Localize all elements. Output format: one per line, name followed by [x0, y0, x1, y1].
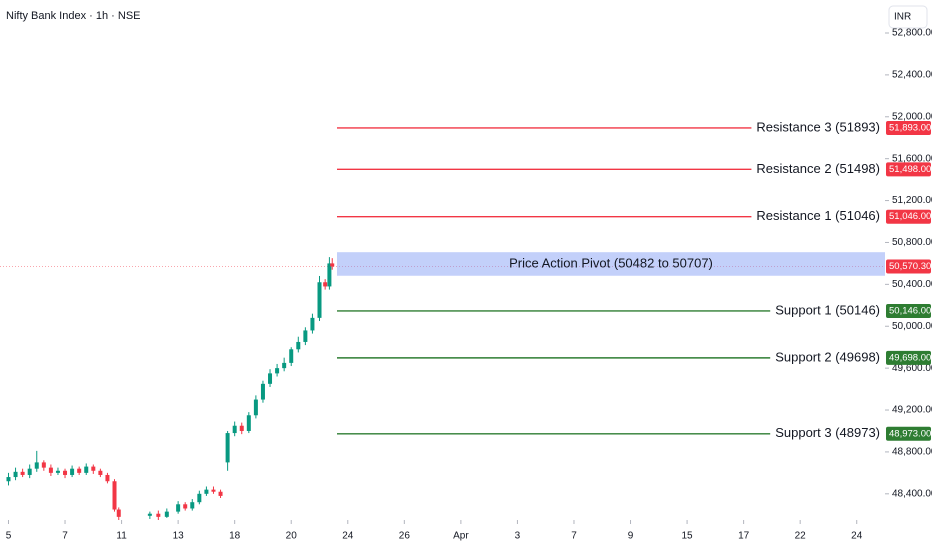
level-label: Support 2 (49698)	[775, 349, 880, 364]
level-price-tag-label: 48,973.00	[889, 428, 931, 439]
x-tick-label: 11	[116, 531, 127, 542]
candle-body	[27, 468, 32, 475]
candle-body	[327, 263, 332, 287]
level-price-tag-label: 51,046.00	[889, 211, 931, 222]
candle-body	[70, 468, 75, 475]
y-tick-label: 50,000.00	[892, 321, 932, 332]
y-tick-label: 52,000.00	[892, 111, 932, 122]
x-tick-label: 15	[682, 531, 694, 542]
currency-button[interactable]	[888, 5, 928, 29]
candle-body	[13, 471, 18, 478]
candle-body	[6, 477, 11, 482]
candle-body	[197, 493, 202, 503]
candle-body	[330, 263, 335, 267]
candle-body	[84, 466, 89, 473]
candle-body	[268, 373, 273, 384]
candle-body	[225, 433, 230, 463]
y-tick-label: 48,800.00	[892, 447, 932, 458]
pivot-zone-label: Price Action Pivot (50482 to 50707)	[509, 255, 713, 270]
level-price-tag-label: 50,146.00	[889, 305, 931, 316]
candle-body	[34, 462, 39, 469]
x-tick-label: 13	[173, 531, 185, 542]
candle-body	[204, 489, 209, 494]
x-tick-label: 7	[62, 531, 68, 542]
level-price-tag-label: 49,698.00	[889, 352, 931, 363]
level-price-tag	[886, 209, 931, 224]
level-price-tag	[886, 350, 931, 365]
candle-body	[317, 282, 322, 318]
candle-body	[55, 470, 60, 473]
level-label: Support 3 (48973)	[775, 425, 880, 440]
candle-body	[246, 415, 251, 431]
x-tick-label: 22	[795, 531, 807, 542]
level-price-tag	[886, 426, 931, 441]
candle-body	[98, 470, 103, 475]
level-price-tag-label: 51,498.00	[889, 164, 931, 175]
level-label: Support 1 (50146)	[775, 302, 880, 317]
x-tick-label: 3	[515, 531, 521, 542]
y-tick-label: 51,200.00	[892, 195, 932, 206]
x-tick-label: 20	[286, 531, 298, 542]
candle-body	[77, 468, 82, 473]
x-tick-label: 7	[571, 531, 577, 542]
level-price-tag	[886, 120, 931, 135]
candle-body	[116, 509, 121, 517]
candle-body	[164, 511, 169, 517]
y-tick-label: 49,600.00	[892, 363, 932, 374]
candle-body	[275, 368, 280, 374]
y-tick-label: 52,400.00	[892, 70, 932, 81]
x-tick-label: 18	[229, 531, 241, 542]
y-tick-label: 50,800.00	[892, 237, 932, 248]
candle-body	[282, 362, 287, 369]
candle-body	[289, 349, 294, 363]
last-price-tag-label: 50,570.30	[889, 261, 931, 272]
candle-body	[232, 425, 237, 434]
candle-body	[41, 462, 46, 468]
candle-body	[296, 341, 301, 350]
candle-body	[260, 383, 265, 400]
level-label: Resistance 1 (51046)	[756, 208, 880, 223]
candle-body	[218, 491, 223, 496]
candle-body	[112, 481, 117, 510]
candle-body	[156, 513, 161, 517]
candle-body	[211, 489, 216, 492]
candle-body	[253, 399, 258, 416]
level-label: Resistance 3 (51893)	[756, 119, 880, 134]
x-tick-label: 26	[399, 531, 411, 542]
x-tick-label: 24	[342, 531, 354, 542]
candle-body	[190, 502, 195, 509]
candle-body	[310, 317, 315, 331]
candle-body	[303, 330, 308, 342]
y-tick-label: 50,400.00	[892, 279, 932, 290]
candle-body	[20, 471, 25, 475]
level-label: Resistance 2 (51498)	[756, 161, 880, 176]
level-price-tag	[886, 303, 931, 318]
candle-body	[183, 504, 188, 509]
candle-body	[63, 470, 68, 475]
currency-label[interactable]: INR	[894, 12, 911, 23]
candle-body	[176, 504, 181, 512]
candle-body	[323, 282, 328, 287]
last-price-tag	[886, 259, 931, 274]
candle-body	[105, 474, 110, 482]
level-price-tag-label: 51,893.00	[889, 122, 931, 133]
x-tick-label: 9	[628, 531, 634, 542]
level-price-tag	[886, 162, 931, 177]
pivot-zone	[337, 252, 885, 276]
candle-body	[147, 513, 152, 516]
y-tick-label: 48,400.00	[892, 488, 932, 499]
candle-body	[239, 425, 244, 431]
y-tick-label: 52,800.00	[892, 28, 932, 39]
chart-title: Nifty Bank Index · 1h · NSE	[6, 10, 141, 22]
x-tick-label: Apr	[453, 531, 469, 542]
candle-body	[91, 466, 96, 471]
y-tick-label: 49,200.00	[892, 405, 932, 416]
x-tick-label: 17	[738, 531, 750, 542]
x-tick-label: 24	[851, 531, 863, 542]
x-tick-label: 5	[6, 531, 12, 542]
y-tick-label: 51,600.00	[892, 153, 932, 164]
candle-body	[48, 467, 53, 473]
